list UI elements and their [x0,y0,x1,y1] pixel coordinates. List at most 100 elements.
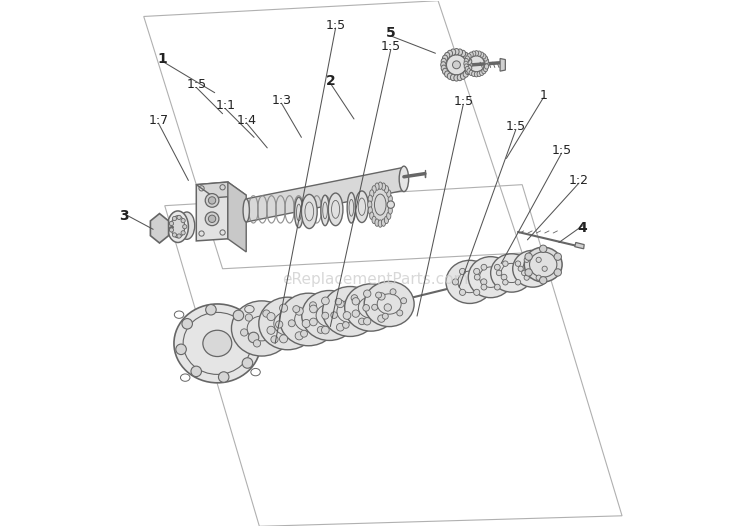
Ellipse shape [442,55,448,62]
Ellipse shape [442,68,448,74]
Circle shape [177,216,182,219]
Ellipse shape [368,195,372,202]
Ellipse shape [384,186,388,193]
Ellipse shape [202,330,232,357]
Circle shape [206,193,219,207]
Text: eReplacementParts.com: eReplacementParts.com [282,272,468,287]
Ellipse shape [179,212,195,239]
Circle shape [181,231,185,235]
Ellipse shape [465,66,470,72]
Ellipse shape [477,71,482,76]
Polygon shape [246,167,404,222]
Ellipse shape [259,297,316,350]
Circle shape [343,321,350,328]
Ellipse shape [490,254,532,292]
Ellipse shape [370,190,380,221]
Circle shape [496,270,502,276]
Ellipse shape [464,52,469,58]
Circle shape [191,366,202,377]
Circle shape [172,233,176,237]
Ellipse shape [370,190,374,197]
Ellipse shape [442,51,471,79]
Ellipse shape [451,74,456,81]
Circle shape [481,265,487,270]
Ellipse shape [468,257,513,298]
Ellipse shape [280,293,338,346]
Ellipse shape [464,58,469,64]
Circle shape [390,289,396,295]
Circle shape [310,305,317,313]
Ellipse shape [295,197,303,228]
Text: 1:5: 1:5 [453,95,473,108]
Ellipse shape [167,211,188,242]
Circle shape [322,326,329,334]
Ellipse shape [458,74,463,81]
Circle shape [331,312,338,318]
Polygon shape [500,58,506,71]
Circle shape [352,310,359,317]
Ellipse shape [466,65,472,71]
Circle shape [280,335,287,343]
Circle shape [363,305,370,311]
Ellipse shape [302,194,317,229]
Ellipse shape [399,166,409,192]
Ellipse shape [454,75,459,81]
Ellipse shape [384,216,388,223]
Text: 1:3: 1:3 [272,94,292,107]
Ellipse shape [322,287,378,336]
Ellipse shape [387,190,391,197]
Ellipse shape [328,193,343,226]
Circle shape [524,257,530,262]
Circle shape [384,304,392,311]
Ellipse shape [467,54,471,59]
Ellipse shape [472,71,476,76]
Circle shape [181,219,185,223]
Circle shape [372,304,378,310]
Ellipse shape [356,191,368,222]
Circle shape [170,221,173,226]
Ellipse shape [477,51,482,56]
Ellipse shape [243,199,250,222]
Circle shape [206,212,219,226]
Ellipse shape [464,52,488,75]
Circle shape [524,275,530,280]
Circle shape [248,332,259,343]
Ellipse shape [484,58,489,64]
Circle shape [267,313,275,320]
Circle shape [337,324,344,331]
Ellipse shape [370,212,374,219]
Circle shape [378,315,385,323]
Circle shape [364,318,370,325]
Circle shape [262,310,270,317]
Ellipse shape [368,207,372,214]
Circle shape [310,318,317,326]
Circle shape [501,274,507,280]
Circle shape [525,269,532,276]
Circle shape [172,217,176,221]
Circle shape [322,297,329,305]
Circle shape [536,275,542,280]
Ellipse shape [388,195,392,202]
Circle shape [183,225,187,229]
Ellipse shape [447,50,452,56]
Text: 1:5: 1:5 [551,144,572,157]
Ellipse shape [482,54,486,59]
Circle shape [525,253,532,260]
Ellipse shape [372,186,376,193]
Ellipse shape [469,56,484,72]
Ellipse shape [464,61,468,66]
Circle shape [206,305,216,315]
Circle shape [245,314,253,321]
Circle shape [209,215,216,222]
Circle shape [460,289,466,296]
Ellipse shape [446,55,466,75]
Circle shape [539,245,547,252]
Circle shape [288,320,296,327]
Circle shape [503,261,508,266]
Ellipse shape [232,301,292,356]
Circle shape [337,300,344,308]
Text: 3: 3 [119,209,128,223]
Ellipse shape [451,49,456,55]
Text: 1:5: 1:5 [381,41,400,53]
Circle shape [494,284,500,290]
